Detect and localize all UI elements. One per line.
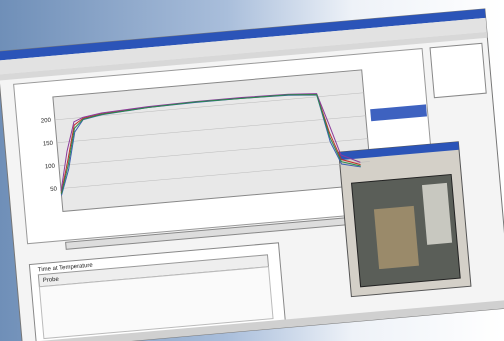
table-header: Probe	[43, 277, 60, 284]
y-tick-label: 150	[43, 141, 54, 148]
toolbar	[0, 17, 487, 75]
tab-strip	[0, 31, 488, 81]
title-bar	[0, 8, 486, 61]
video-background	[421, 182, 453, 245]
legend-box	[429, 42, 487, 99]
status-bar	[22, 299, 504, 341]
y-tick-label: 200	[41, 118, 52, 125]
grid-line	[54, 92, 364, 121]
video-figure	[373, 205, 419, 270]
grid-line	[56, 115, 366, 143]
app-window: Time at Temperature Probe 50 100 150 200	[0, 8, 504, 341]
video-title-bar	[338, 141, 460, 161]
grid-line	[58, 138, 368, 166]
grid-line	[60, 161, 370, 189]
table-body	[38, 266, 274, 340]
series-line	[60, 94, 361, 195]
y-tick-label: 50	[50, 186, 58, 193]
plot-area	[52, 69, 373, 213]
nav-buttons[interactable]	[370, 104, 427, 122]
table-title: Time at Temperature	[38, 263, 94, 274]
y-tick-label: 100	[45, 164, 56, 171]
